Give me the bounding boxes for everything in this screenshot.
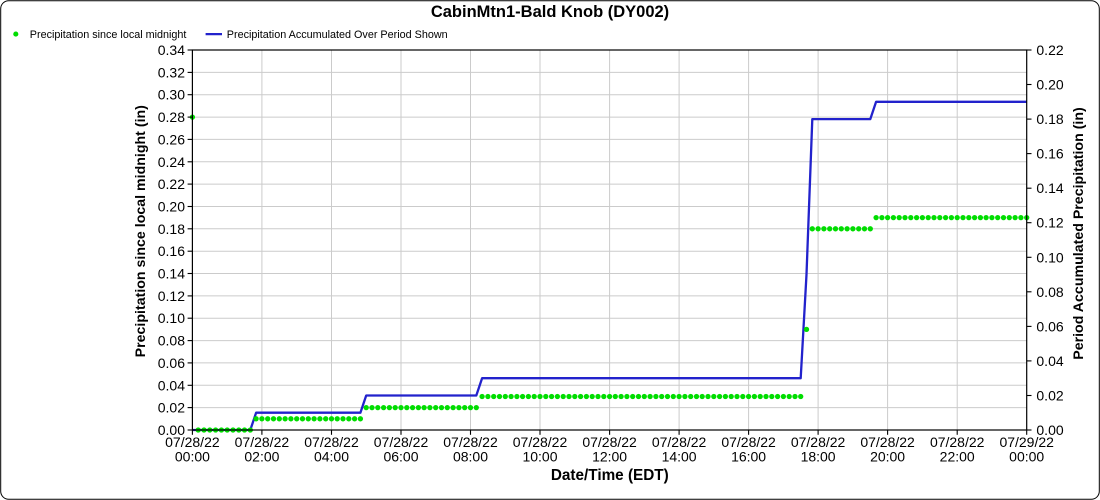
svg-text:0.22: 0.22 [1036,42,1063,58]
svg-text:00:00: 00:00 [175,449,210,465]
svg-text:07/28/22: 07/28/22 [443,434,498,450]
svg-text:Precipitation Accumulated Over: Precipitation Accumulated Over Period Sh… [227,29,448,41]
svg-text:0.02: 0.02 [1036,388,1063,404]
svg-text:07/28/22: 07/28/22 [791,434,846,450]
svg-text:14:00: 14:00 [662,449,697,465]
svg-text:18:00: 18:00 [801,449,836,465]
svg-text:0.12: 0.12 [1036,215,1063,231]
svg-text:16:00: 16:00 [731,449,766,465]
svg-text:0.28: 0.28 [158,109,185,125]
svg-text:00:00: 00:00 [1009,449,1044,465]
svg-text:07/29/22: 07/29/22 [999,434,1054,450]
svg-text:22:00: 22:00 [940,449,975,465]
svg-text:07/28/22: 07/28/22 [721,434,776,450]
svg-text:0.20: 0.20 [1036,77,1063,93]
svg-text:CabinMtn1-Bald Knob (DY002): CabinMtn1-Bald Knob (DY002) [431,3,669,21]
svg-text:0.12: 0.12 [158,288,185,304]
svg-text:0.06: 0.06 [1036,318,1063,334]
svg-text:07/28/22: 07/28/22 [235,434,290,450]
svg-text:0.00: 0.00 [1036,422,1063,438]
svg-text:0.06: 0.06 [158,355,185,371]
svg-text:0.30: 0.30 [158,87,185,103]
svg-text:04:00: 04:00 [314,449,349,465]
svg-text:0.04: 0.04 [158,377,185,393]
svg-text:Period Accumulated Precipitati: Period Accumulated Precipitation (in) [1071,107,1087,360]
svg-text:0.16: 0.16 [158,243,185,259]
svg-text:0.22: 0.22 [158,176,185,192]
svg-text:02:00: 02:00 [244,449,279,465]
svg-text:07/28/22: 07/28/22 [165,434,220,450]
svg-text:0.18: 0.18 [1036,111,1063,127]
svg-text:0.10: 0.10 [1036,249,1063,265]
svg-text:0.26: 0.26 [158,131,185,147]
svg-text:0.20: 0.20 [158,199,185,215]
svg-text:08:00: 08:00 [453,449,488,465]
svg-text:07/28/22: 07/28/22 [374,434,429,450]
svg-text:0.14: 0.14 [158,266,185,282]
svg-text:10:00: 10:00 [522,449,557,465]
svg-text:0.18: 0.18 [158,221,185,237]
svg-text:07/28/22: 07/28/22 [304,434,359,450]
svg-text:07/28/22: 07/28/22 [582,434,637,450]
svg-text:Precipitation since local midn: Precipitation since local midnight (in) [133,105,149,358]
svg-text:0.14: 0.14 [1036,180,1063,196]
svg-text:07/28/22: 07/28/22 [513,434,568,450]
svg-text:Precipitation since local midn: Precipitation since local midnight [30,29,187,41]
svg-text:0.04: 0.04 [1036,353,1063,369]
svg-text:0.08: 0.08 [158,333,185,349]
svg-text:0.24: 0.24 [158,154,185,170]
svg-text:07/28/22: 07/28/22 [652,434,707,450]
svg-text:0.10: 0.10 [158,310,185,326]
svg-text:0.34: 0.34 [158,42,185,58]
svg-text:12:00: 12:00 [592,449,627,465]
svg-text:07/28/22: 07/28/22 [930,434,985,450]
svg-text:0.32: 0.32 [158,64,185,80]
svg-text:06:00: 06:00 [383,449,418,465]
svg-text:0.02: 0.02 [158,400,185,416]
svg-text:20:00: 20:00 [870,449,905,465]
svg-text:0.08: 0.08 [1036,284,1063,300]
svg-text:07/28/22: 07/28/22 [860,434,915,450]
svg-text:0.00: 0.00 [158,422,185,438]
svg-text:0.16: 0.16 [1036,146,1063,162]
svg-text:Date/Time (EDT): Date/Time (EDT) [551,467,669,484]
